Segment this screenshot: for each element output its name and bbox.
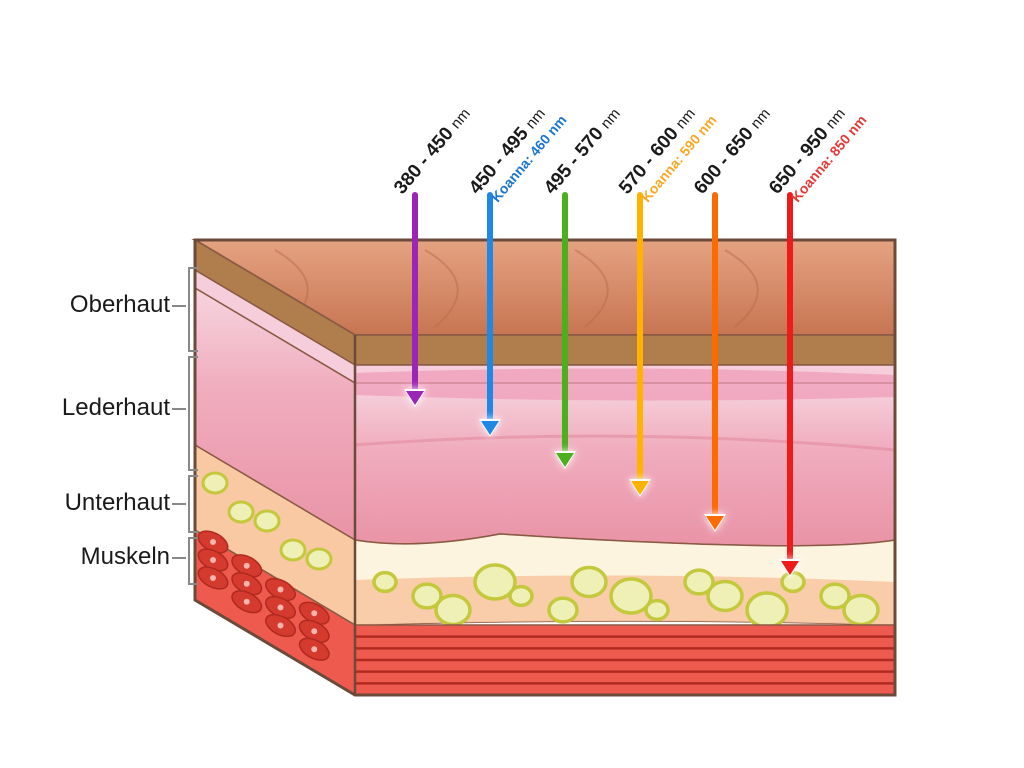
layer-label-muskeln: Muskeln [30, 543, 170, 571]
skin-penetration-diagram [0, 0, 1024, 768]
layer-label-lederhaut: Lederhaut [30, 394, 170, 422]
layer-label-oberhaut: Oberhaut [30, 291, 170, 319]
layer-label-unterhaut: Unterhaut [30, 489, 170, 517]
